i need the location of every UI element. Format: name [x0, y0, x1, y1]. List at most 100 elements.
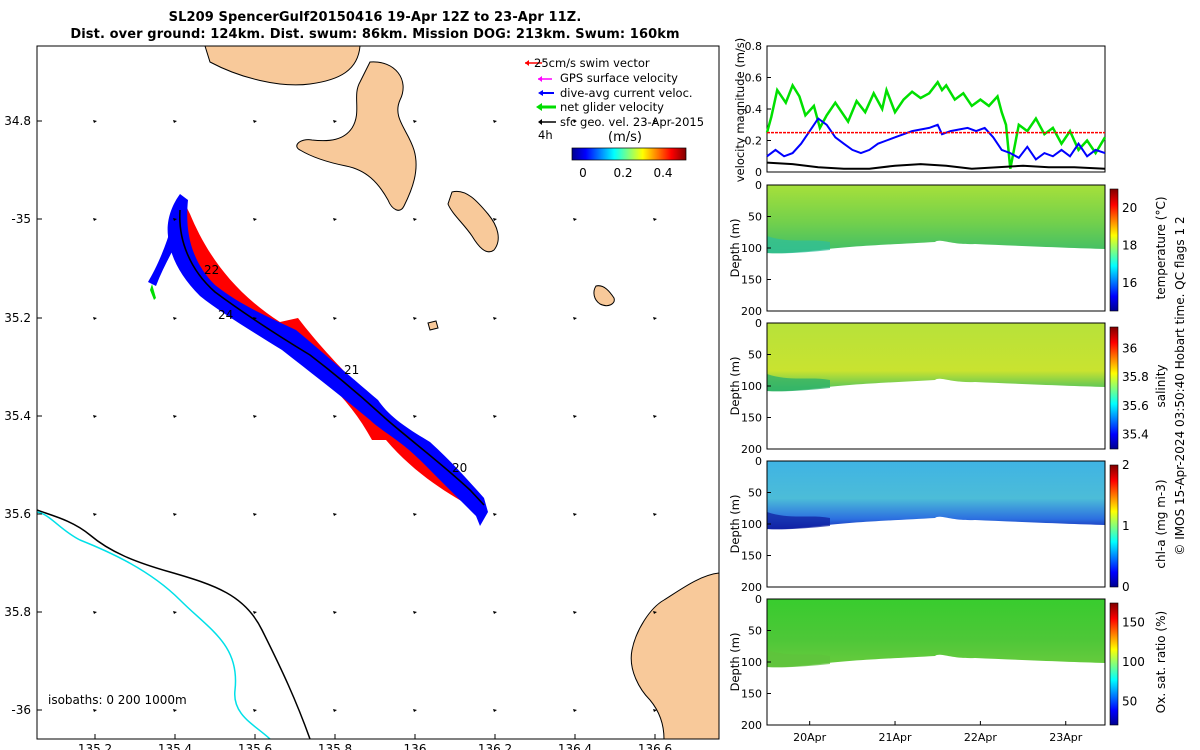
- geo-velocity-arrow: [333, 513, 337, 516]
- geo-velocity-arrow: [493, 709, 497, 712]
- depth-tick-label: 0: [755, 317, 762, 330]
- colorbar-tick-label: 35.4: [1122, 428, 1149, 442]
- colorbar-tick-label: 18: [1122, 238, 1137, 252]
- velocity-axis-label: velocity magnitude (m/s): [733, 38, 747, 183]
- geo-velocity-arrow: [493, 218, 497, 221]
- land-rock: [427, 320, 439, 331]
- day-label-20: 20: [452, 461, 467, 475]
- geo-velocity-arrow: [493, 415, 497, 418]
- geo-velocity-arrow: [653, 709, 657, 712]
- colorbar-tick-label: 20: [1122, 201, 1137, 215]
- geo-velocity-arrow: [413, 120, 417, 123]
- depth-tick-label: 200: [741, 443, 762, 456]
- day-label-21: 21: [344, 363, 359, 377]
- section-field: [767, 599, 1105, 668]
- map-xtick-label: 135.6: [238, 742, 272, 750]
- time-axis: 20Apr 21Apr 22Apr 23Apr: [793, 721, 1083, 744]
- geo-velocity-arrow: [653, 611, 657, 614]
- geo-velocity-arrow: [653, 317, 657, 320]
- depth-tick-label: 0: [755, 593, 762, 606]
- section-colorbar: [1109, 326, 1119, 450]
- geo-velocity-arrow: [413, 317, 417, 320]
- map-colorbar-ticks: 0 0.2 0.4: [579, 166, 672, 180]
- current-vector-west: [148, 224, 178, 286]
- colorbar-label: salinity: [1154, 364, 1168, 407]
- figure-title-line2: Dist. over ground: 124km. Dist. swum: 86…: [70, 27, 680, 42]
- isobath-1000m: [37, 511, 271, 739]
- section-field: [767, 323, 1105, 392]
- geo-velocity-arrow: [413, 415, 417, 418]
- geo-velocity-arrow: [573, 317, 577, 320]
- section-colorbar: [1109, 188, 1119, 312]
- colorbar-label: chl-a (mg m-3): [1154, 479, 1168, 568]
- map-xtick-label: 136.2: [478, 742, 512, 750]
- geo-velocity-arrow: [413, 218, 417, 221]
- velocity-panel: 0 0.2 0.4 0.6 0.8 velocity magnitude (m/s): [733, 38, 1107, 183]
- section-colorbar: [1109, 464, 1119, 588]
- map-colorbar-tick: 0.4: [653, 166, 672, 180]
- colorbar-label: temperature (°C): [1154, 197, 1168, 300]
- velocity-series-line: [766, 117, 1106, 161]
- geo-velocity-arrow: [573, 120, 577, 123]
- land-top: [204, 46, 361, 86]
- colorbar-tick-label: 150: [1122, 616, 1145, 630]
- depth-tick-label: 50: [748, 349, 762, 362]
- footer-note: © IMOS 15-Apr-2024 03:50:40 Hobart time.…: [1173, 216, 1187, 555]
- geo-velocity-arrow: [173, 120, 177, 123]
- depth-tick-label: 200: [741, 719, 762, 732]
- depth-tick-label: 150: [741, 550, 762, 563]
- geo-velocity-arrow: [333, 709, 337, 712]
- depth-tick-label: 100: [741, 380, 762, 393]
- geo-velocity-arrow: [93, 709, 97, 712]
- depth-tick-label: 0: [755, 179, 762, 192]
- time-tick-label: 20Apr: [793, 731, 827, 744]
- colorbar-label: Ox. sat. ratio (%): [1154, 611, 1168, 713]
- section-colorbar: [1109, 602, 1119, 726]
- map-xtick-label: 135.2: [78, 742, 112, 750]
- velocity-series-line: [766, 161, 1106, 170]
- colorbar-tick-label: 2: [1122, 458, 1130, 472]
- geo-velocity-arrow: [493, 513, 497, 516]
- time-tick-label: 22Apr: [964, 731, 998, 744]
- map-border: [36, 45, 720, 740]
- geo-velocity-arrow: [173, 513, 177, 516]
- map-legend: 25cm/s swim vector GPS surface velocity …: [525, 56, 704, 180]
- map-xtick-label: 136: [404, 742, 427, 750]
- isobath-200m: [37, 509, 311, 739]
- geo-velocity-arrow: [573, 611, 577, 614]
- geostrophic-arrows: [93, 120, 657, 712]
- section-bottom-water: [767, 236, 830, 254]
- section-panel-1: 0 50 100 150 200 Depth (m) 16 18 20 temperature (…: [728, 179, 1168, 318]
- geo-velocity-arrow: [653, 120, 657, 123]
- isobath-note: isobaths: 0 200 1000m: [48, 693, 187, 707]
- depth-tick-label: 200: [741, 305, 762, 318]
- geo-velocity-arrow: [173, 415, 177, 418]
- map-xtick-label: 136.6: [638, 742, 672, 750]
- depth-tick-label: 100: [741, 518, 762, 531]
- figure-title-line1: SL209 SpencerGulf20150416 19-Apr 12Z to …: [168, 10, 582, 25]
- section-field: [767, 461, 1105, 530]
- section-field: [767, 185, 1105, 254]
- velocity-ytick-label: 0: [755, 166, 762, 179]
- map-ytick-label: 35.2: [4, 311, 31, 325]
- geo-velocity-arrow: [333, 120, 337, 123]
- map-colorbar: [571, 147, 687, 161]
- depth-tick-label: 0: [755, 455, 762, 468]
- velocity-series-line: [765, 79, 1107, 170]
- legend-duration: 4h: [538, 128, 553, 142]
- geo-velocity-arrow: [573, 218, 577, 221]
- day-label-24: 24: [218, 308, 233, 322]
- depth-tick-label: 50: [748, 487, 762, 500]
- land-islet: [593, 285, 615, 307]
- section-bottom-water: [767, 374, 830, 392]
- geo-velocity-arrow: [573, 415, 577, 418]
- colorbar-tick-label: 0: [1122, 580, 1130, 594]
- legend-swim-vector: 25cm/s swim vector: [534, 56, 650, 70]
- geo-velocity-arrow: [413, 513, 417, 516]
- geo-velocity-arrow: [253, 611, 257, 614]
- depth-tick-label: 150: [741, 412, 762, 425]
- section-bottom-water: [767, 650, 830, 668]
- depth-axis-label: Depth (m): [728, 495, 742, 554]
- colorbar-tick-label: 16: [1122, 276, 1137, 290]
